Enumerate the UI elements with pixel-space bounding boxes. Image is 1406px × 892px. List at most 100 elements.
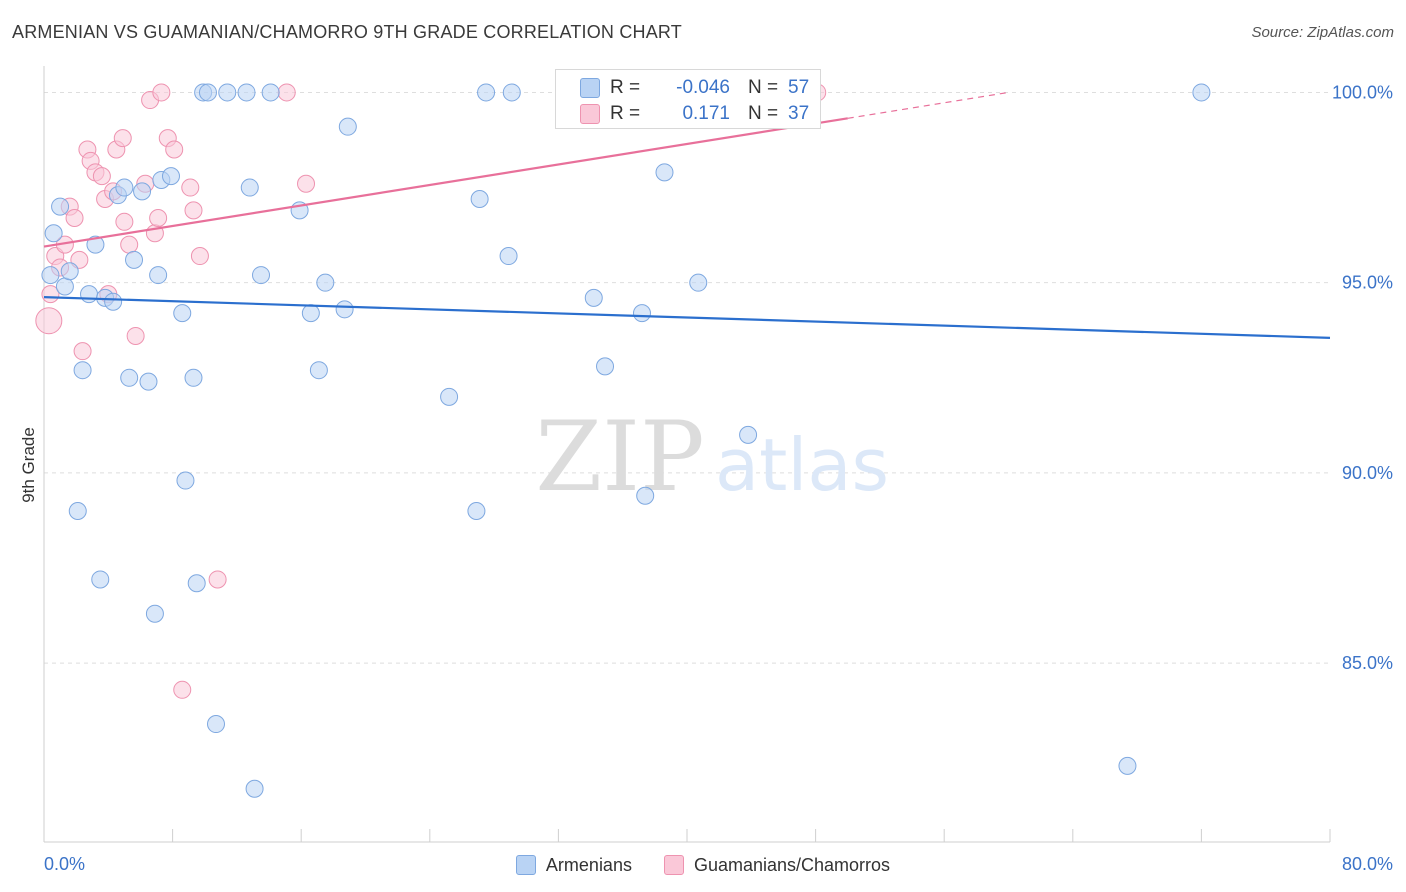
n-label: N = [748,103,779,124]
point-armenians [655,163,674,182]
point-armenians [176,471,195,490]
watermark-zip: ZIP [535,401,704,513]
point-armenians [55,277,74,296]
point-guamanians [152,83,171,102]
point-armenians [477,83,496,102]
point-guamanians [184,201,203,220]
point-guamanians [35,307,63,335]
point-armenians [470,189,489,208]
point-armenians [1192,83,1211,102]
point-guamanians [92,167,111,186]
point-armenians [161,167,180,186]
series-armenians [41,83,1211,798]
y-tick-label: 90.0% [1342,463,1393,483]
point-armenians [309,361,328,380]
point-guamanians [73,342,92,361]
guamanians-swatch [580,104,600,124]
trendline-armenians [43,296,1331,339]
armenians-swatch [580,78,600,98]
point-armenians [237,83,256,102]
point-armenians [120,368,139,387]
r-value: 0.171 [682,103,730,124]
point-armenians [584,288,603,307]
point-armenians [41,266,60,285]
point-armenians [440,387,459,406]
point-armenians [632,304,651,323]
point-armenians [133,182,152,201]
point-guamanians [149,209,168,227]
point-armenians [86,235,105,254]
point-armenians [252,266,271,285]
point-guamanians [208,570,227,589]
grid-lines [44,91,1330,664]
y-tick-label: 100.0% [1332,82,1393,102]
legend-label-armenians: Armenians [545,854,632,875]
y-tick-label: 95.0% [1342,273,1393,293]
trend-lines [43,91,1331,339]
point-armenians [91,570,110,589]
point-armenians [184,368,203,387]
axes [43,66,1331,843]
point-armenians [73,361,92,380]
point-armenians [316,273,335,292]
point-guamanians [277,83,296,102]
point-armenians [636,486,655,505]
point-armenians [149,266,168,285]
point-armenians [245,779,264,798]
n-label: N = [748,77,779,98]
r-value: -0.046 [676,77,730,98]
r-label: R = [610,103,641,124]
r-label: R = [610,77,641,98]
point-guamanians [181,178,200,197]
n-value: 37 [788,103,810,124]
source-label: Source: ZipAtlas.com [1251,24,1394,41]
point-armenians [739,425,758,444]
point-armenians [207,715,226,734]
point-guamanians [297,174,316,193]
trendline-guamanians-extension [847,91,1009,119]
legend-item-guamanians[interactable]: Guamanians/Chamorros [663,854,891,876]
watermark: ZIP atlas [535,401,889,513]
stats-box: R = -0.046 N = 57 R = 0.171 N = 37 [555,69,821,129]
point-guamanians [165,140,184,159]
legend-swatch-guamanians [663,855,684,875]
point-armenians [173,304,192,323]
point-armenians [261,83,280,102]
point-guamanians [173,680,192,699]
point-armenians [44,224,63,243]
point-armenians [145,604,164,623]
y-tick-label: 85.0% [1342,653,1393,673]
point-armenians [596,357,615,376]
point-guamanians [126,326,145,345]
tick-labels: 100.0% 95.0% 90.0% 85.0% 0.0% 80.0% [44,82,1393,874]
point-armenians [198,83,217,102]
point-armenians [187,574,206,593]
point-armenians [499,247,518,266]
point-armenians [1118,756,1137,775]
y-axis-label: 9th Grade [19,427,38,503]
point-armenians [240,178,259,197]
point-armenians [139,372,158,391]
point-armenians [80,285,99,304]
point-armenians [502,83,521,102]
point-armenians [338,117,357,136]
chart-title: ARMENIAN VS GUAMANIAN/CHAMORRO 9TH GRADE… [12,22,683,42]
point-armenians [104,292,123,311]
legend-item-armenians[interactable]: Armenians [515,854,632,876]
point-armenians [51,197,70,216]
point-armenians [218,83,237,102]
x-tick-label-start: 0.0% [44,854,85,874]
stats-row-armenians: R = -0.046 N = 57 [580,75,809,101]
point-armenians [689,273,708,292]
stats-row-guamanians: R = 0.171 N = 37 [580,101,809,127]
legend-label-guamanians: Guamanians/Chamorros [693,854,891,875]
point-armenians [335,300,354,319]
point-armenians [115,178,134,197]
point-armenians [68,501,87,520]
point-guamanians [65,209,84,227]
point-armenians [125,250,144,269]
point-guamanians [113,129,132,148]
trendline-guamanians [43,117,848,248]
point-guamanians [190,247,209,266]
